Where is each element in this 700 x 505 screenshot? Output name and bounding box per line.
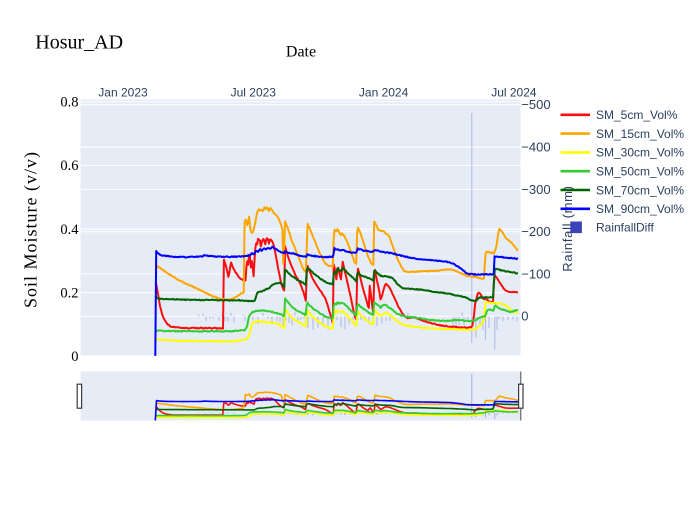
svg-text:Jul 2024: Jul 2024	[491, 86, 537, 100]
svg-text:−400: −400	[521, 140, 550, 155]
svg-text:Soil Moisture (v/v): Soil Moisture (v/v)	[21, 151, 42, 308]
svg-text:SM_70cm_Vol%: SM_70cm_Vol%	[596, 183, 684, 197]
svg-text:SM_5cm_Vol%: SM_5cm_Vol%	[596, 108, 678, 122]
svg-text:SM_50cm_Vol%: SM_50cm_Vol%	[596, 165, 684, 179]
svg-text:0.8: 0.8	[60, 94, 78, 110]
svg-text:SM_30cm_Vol%: SM_30cm_Vol%	[596, 146, 684, 160]
svg-text:Jan 2023: Jan 2023	[98, 86, 148, 100]
svg-text:SM_90cm_Vol%: SM_90cm_Vol%	[596, 202, 684, 216]
svg-text:Date: Date	[286, 44, 316, 61]
svg-text:−300: −300	[521, 182, 550, 197]
svg-text:0.2: 0.2	[60, 286, 78, 302]
svg-text:Rainfall (mm): Rainfall (mm)	[560, 185, 575, 271]
svg-text:0: 0	[521, 309, 528, 324]
svg-text:0.4: 0.4	[60, 222, 79, 238]
svg-text:−500: −500	[521, 97, 550, 112]
svg-text:RainfallDiff: RainfallDiff	[596, 221, 654, 235]
svg-text:0: 0	[71, 349, 78, 365]
svg-text:−200: −200	[521, 224, 550, 239]
svg-text:−100: −100	[521, 266, 550, 281]
svg-text:Jul 2023: Jul 2023	[231, 86, 277, 100]
svg-text:Jan 2024: Jan 2024	[359, 86, 409, 100]
svg-text:0.6: 0.6	[60, 158, 78, 174]
svg-text:Hosur_AD: Hosur_AD	[35, 31, 123, 53]
svg-text:SM_15cm_Vol%: SM_15cm_Vol%	[596, 127, 684, 141]
